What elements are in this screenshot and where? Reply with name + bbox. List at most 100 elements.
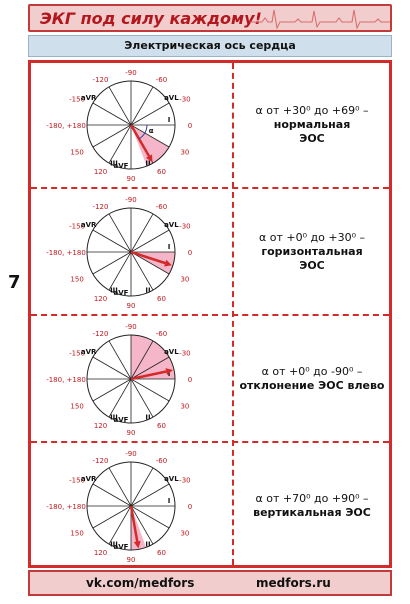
axis-spoke: [108, 124, 132, 164]
angle-label: 90: [127, 175, 136, 183]
axis-spoke: [108, 251, 132, 291]
axis-spoke: [108, 467, 132, 507]
axis-spoke: [130, 505, 154, 545]
axis-spoke: [108, 378, 132, 418]
axis-spoke: [108, 340, 132, 380]
axis-arrow: [129, 505, 139, 542]
table-row: -120 -90 -60 -150 -30 -180, +180 0 150 30 120 90 60…: [31, 190, 389, 314]
axis-spoke: [130, 356, 170, 380]
lead-label: I: [168, 243, 171, 251]
axis-arrow-head: [145, 154, 153, 163]
axis-description: α от +30⁰ до +69⁰ – нормальная ЭОС: [235, 63, 389, 187]
axis-spoke: [92, 483, 132, 507]
axis-name-line2: ЭОС: [299, 132, 325, 145]
angle-label: -60: [156, 76, 167, 84]
axis-spoke: [130, 505, 170, 529]
footer-link-site[interactable]: medfors.ru: [256, 576, 331, 590]
axis-spoke: [130, 124, 170, 148]
lead-label: aVL: [164, 94, 179, 102]
axis-spoke: [108, 213, 132, 253]
axis-spoke: [92, 251, 132, 275]
lead-label: III: [110, 159, 118, 167]
lead-label: aVR: [81, 221, 97, 229]
axis-spoke: [92, 505, 132, 529]
angle-label: 150: [70, 403, 83, 411]
table-row: -120 -90 -60 -150 -30 -180, +180 0 150 30 120 90 60…: [31, 444, 389, 568]
angle-label: 150: [70, 276, 83, 284]
angle-label: -180, +180: [46, 122, 86, 130]
section-title: Электрическая ось сердца: [28, 35, 392, 57]
angle-label: 30: [180, 149, 189, 157]
axis-range: α от +70⁰ до +90⁰ –: [255, 492, 369, 505]
axis-range: α от +30⁰ до +69⁰ –: [255, 104, 369, 117]
lead-label: III: [110, 540, 118, 548]
axis-sector: [131, 506, 147, 550]
angle-label: -60: [156, 457, 167, 465]
lead-label: II: [145, 159, 150, 167]
header-banner: ЭКГ под силу каждому!: [28, 4, 392, 32]
angle-label: 90: [127, 556, 136, 564]
ecg-wave-decoration: [250, 9, 390, 30]
axis-arrow-head: [133, 540, 141, 549]
angle-label: -150: [69, 96, 85, 104]
angle-label: 60: [157, 549, 166, 557]
angle-label: 0: [188, 376, 192, 384]
axis-spoke: [92, 102, 132, 126]
angle-label: -120: [93, 76, 109, 84]
angle-label: -120: [93, 330, 109, 338]
lead-label: II: [145, 413, 150, 421]
axis-description: α от +0⁰ до -90⁰ – отклонение ЭОС влево: [235, 317, 389, 441]
ecg-card: ЭКГ под силу каждому! Электрическая ось …: [28, 4, 392, 596]
axis-sector: [131, 335, 175, 379]
angle-label: 0: [188, 249, 192, 257]
lead-label: aVF: [114, 162, 129, 170]
axis-spoke: [130, 229, 170, 253]
axis-description: α от +0⁰ до +30⁰ – горизонтальная ЭОС: [235, 190, 389, 314]
axis-spoke: [130, 467, 154, 507]
axis-spoke: [130, 483, 170, 507]
axis-range: α от +0⁰ до -90⁰ –: [261, 365, 363, 378]
lead-label: II: [145, 286, 150, 294]
header-title: ЭКГ под силу каждому!: [40, 9, 262, 28]
angle-label: 30: [180, 403, 189, 411]
row-divider: [31, 441, 389, 443]
lead-label: aVF: [114, 289, 129, 297]
axis-arrow: [129, 124, 151, 157]
angle-label: -180, +180: [46, 503, 86, 511]
table-row: -120 -90 -60 -150 -30 -180, +180 0 150 30 120 90 60…: [31, 63, 389, 187]
lead-label: aVL: [164, 221, 179, 229]
lead-label: I: [168, 497, 171, 505]
axis-spoke: [130, 102, 170, 126]
angle-label: -150: [69, 477, 85, 485]
axis-spoke: [130, 251, 154, 291]
axis-name-line2: ЭОС: [299, 259, 325, 272]
alpha-label: α: [149, 127, 154, 135]
lead-label: aVL: [164, 475, 179, 483]
angle-label: 120: [94, 295, 107, 303]
lead-label: III: [110, 413, 118, 421]
angle-label: -150: [69, 350, 85, 358]
axis-spoke: [130, 340, 154, 380]
angle-label: -60: [156, 330, 167, 338]
footer-link-vk[interactable]: vk.com/medfors: [86, 576, 195, 590]
axis-diagram: -120 -90 -60 -150 -30 -180, +180 0 150 30 120 90 60…: [31, 63, 231, 187]
axis-arrow: [130, 370, 167, 381]
axis-name: отклонение ЭОС влево: [239, 379, 385, 392]
axis-spoke: [92, 356, 132, 380]
angle-label: -30: [179, 96, 190, 104]
angle-label: 60: [157, 168, 166, 176]
lead-label: aVF: [114, 543, 129, 551]
angle-label: -120: [93, 457, 109, 465]
axis-diagram: -120 -90 -60 -150 -30 -180, +180 0 150 30 120 90 60…: [31, 444, 231, 568]
axis-arrow-head: [165, 368, 174, 375]
lead-label: I: [168, 370, 171, 378]
alpha-arc: [138, 124, 148, 140]
angle-label: 30: [180, 530, 189, 538]
angle-label: 60: [157, 422, 166, 430]
angle-label: -90: [125, 196, 136, 204]
axis-spoke: [108, 505, 132, 545]
angle-label: 90: [127, 302, 136, 310]
axis-spoke: [130, 86, 154, 126]
axis-spoke: [130, 378, 154, 418]
axis-spoke: [130, 378, 170, 402]
